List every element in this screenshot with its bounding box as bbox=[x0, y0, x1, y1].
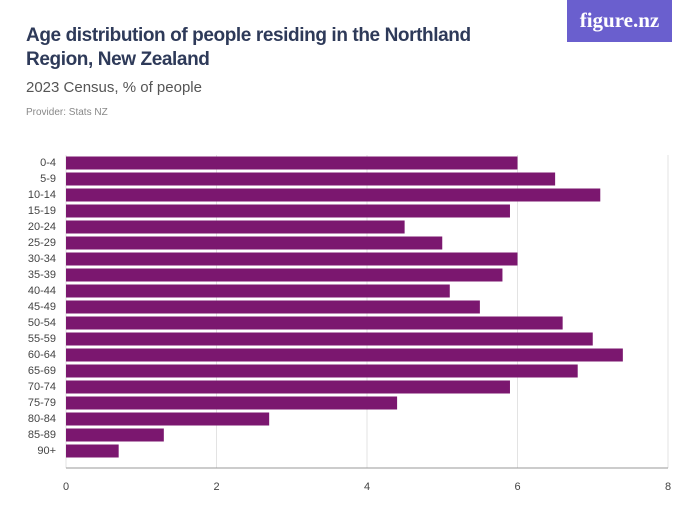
bar bbox=[66, 428, 164, 442]
y-tick-label: 60-64 bbox=[28, 349, 56, 361]
y-tick-label: 70-74 bbox=[28, 381, 56, 393]
y-tick-label: 35-39 bbox=[28, 269, 56, 281]
x-tick-label: 4 bbox=[364, 481, 370, 493]
provider: Provider: Stats NZ bbox=[26, 107, 108, 118]
bar bbox=[66, 300, 480, 314]
y-tick-label: 85-89 bbox=[28, 429, 56, 441]
bar bbox=[66, 284, 450, 298]
y-tick-label: 65-69 bbox=[28, 365, 56, 377]
logo[interactable]: figure.nz bbox=[567, 0, 672, 42]
y-tick-label: 30-34 bbox=[28, 253, 56, 265]
y-tick-label: 50-54 bbox=[28, 317, 56, 329]
bar bbox=[66, 348, 623, 362]
bar bbox=[66, 316, 563, 330]
bar bbox=[66, 412, 270, 426]
y-tick-label: 40-44 bbox=[28, 285, 56, 297]
y-tick-label: 90+ bbox=[37, 445, 56, 457]
x-tick-label: 0 bbox=[63, 481, 69, 493]
bar bbox=[66, 396, 398, 410]
chart-subtitle: 2023 Census, % of people bbox=[26, 79, 202, 96]
bar bbox=[66, 268, 503, 282]
bar bbox=[66, 188, 601, 202]
y-tick-label: 5-9 bbox=[40, 173, 56, 185]
y-tick-label: 10-14 bbox=[28, 189, 56, 201]
bar bbox=[66, 236, 443, 250]
bar bbox=[66, 252, 518, 266]
bar bbox=[66, 220, 405, 234]
bar bbox=[66, 204, 510, 218]
x-tick-label: 2 bbox=[213, 481, 219, 493]
y-tick-label: 55-59 bbox=[28, 333, 56, 345]
x-tick-label: 6 bbox=[514, 481, 520, 493]
y-tick-label: 0-4 bbox=[40, 157, 56, 169]
y-tick-label: 45-49 bbox=[28, 301, 56, 313]
chart-title: Age distribution of people residing in t… bbox=[26, 25, 471, 70]
bar bbox=[66, 156, 518, 170]
bar bbox=[66, 444, 119, 458]
bar bbox=[66, 380, 510, 394]
bar bbox=[66, 332, 593, 346]
y-tick-label: 75-79 bbox=[28, 397, 56, 409]
y-tick-label: 80-84 bbox=[28, 413, 56, 425]
y-tick-label: 15-19 bbox=[28, 205, 56, 217]
bar bbox=[66, 172, 556, 186]
y-tick-label: 25-29 bbox=[28, 237, 56, 249]
bar bbox=[66, 364, 578, 378]
x-tick-label: 8 bbox=[665, 481, 671, 493]
y-tick-label: 20-24 bbox=[28, 221, 56, 233]
